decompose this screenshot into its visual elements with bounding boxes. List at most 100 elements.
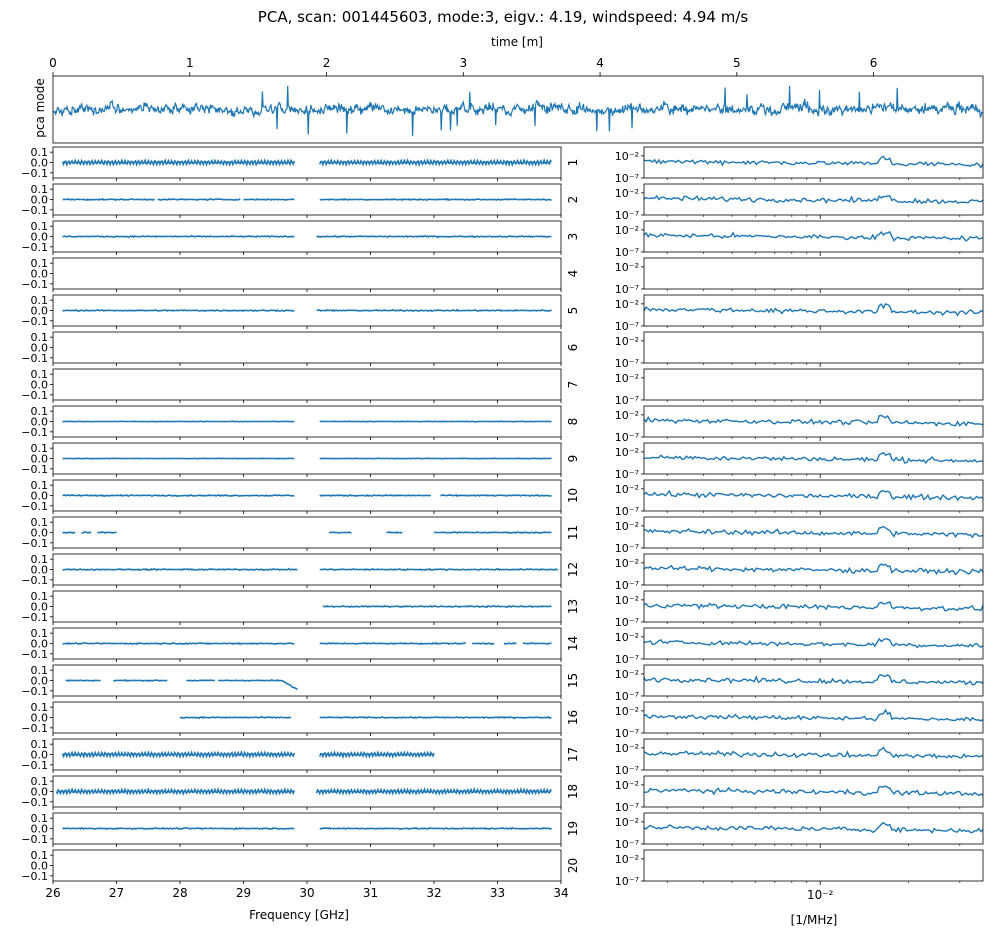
feed-label-11: 11 — [566, 525, 580, 540]
feed-label-18: 18 — [566, 784, 580, 799]
feed-14-segment — [522, 642, 552, 646]
top-series-line — [52, 85, 984, 137]
right-ytick-label: 10⁻⁷ — [615, 246, 639, 259]
left-ytick-label: 0.1 — [31, 294, 49, 307]
feed-label-9: 9 — [566, 455, 580, 463]
right-ytick-label: 10⁻² — [615, 853, 639, 866]
feed-2-segment — [157, 198, 241, 202]
left-ytick-label: 0.0 — [31, 712, 49, 725]
feed-3-segment — [316, 234, 552, 239]
feed-8-segment — [62, 420, 295, 423]
left-ytick-label: 0.1 — [31, 590, 49, 603]
right-ytick-label: 10⁻⁷ — [615, 394, 639, 407]
right-ytick-label: 10⁻⁷ — [615, 468, 639, 481]
feed-2-segment — [319, 197, 552, 202]
feed-20-frame — [52, 849, 562, 882]
spectrum-row-5: 10⁻² 10⁻⁷ — [615, 294, 984, 333]
left-ytick-label: 0.0 — [31, 490, 49, 503]
right-ytick-label: 10⁻⁷ — [615, 209, 639, 222]
feed-4-frame — [52, 257, 562, 290]
left-ytick-label: −0.1 — [21, 278, 48, 291]
left-ytick-label: 0.1 — [31, 849, 49, 862]
feed-row-16: 0.10.0−0.1 16 — [21, 701, 580, 736]
feed-label-3: 3 — [566, 233, 580, 241]
feed-16-segment — [180, 715, 292, 720]
feed-label-1: 1 — [566, 159, 580, 167]
feed-row-6: 0.10.0−0.1 6 — [21, 331, 580, 366]
left-xtick-label: 29 — [236, 886, 251, 900]
left-ytick-label: 0.1 — [31, 257, 49, 270]
feed-row-18: 0.10.0−0.1 18 — [21, 775, 580, 810]
left-ytick-label: −0.1 — [21, 574, 48, 587]
top-xtick-label: 1 — [186, 56, 194, 70]
right-ytick-label: 10⁻² — [615, 816, 639, 829]
feed-row-9: 0.10.0−0.1 9 — [21, 442, 580, 477]
feed-row-11: 0.10.0−0.1 11 — [21, 516, 580, 551]
top-frame — [52, 75, 984, 144]
left-ytick-label: 0.0 — [31, 157, 49, 170]
feed-row-1: 0.10.0−0.1 1 — [21, 146, 580, 181]
feed-row-5: 0.10.0−0.1 5 — [21, 294, 580, 329]
spectrum-1-line — [643, 155, 984, 169]
spectrum-1-frame — [643, 146, 984, 179]
right-ytick-label: 10⁻⁷ — [615, 320, 639, 333]
left-ytick-label: −0.1 — [21, 685, 48, 698]
left-ytick-label: −0.1 — [21, 833, 48, 846]
feed-label-12: 12 — [566, 562, 580, 577]
left-ytick-label: 0.0 — [31, 231, 49, 244]
feed-3-segment — [62, 234, 295, 239]
left-xlabel: Frequency [GHz] — [249, 908, 349, 922]
spectrum-3-line — [643, 230, 984, 242]
spectrum-11-frame — [643, 516, 984, 549]
feed-row-17: 0.10.0−0.1 17 — [21, 738, 580, 773]
left-ytick-label: 0.1 — [31, 812, 49, 825]
feed-row-13: 0.10.0−0.1 13 — [21, 590, 580, 625]
feed-15-segment — [186, 679, 216, 682]
left-ytick-label: 0.0 — [31, 749, 49, 762]
feed-label-19: 19 — [566, 821, 580, 836]
left-ytick-label: 0.0 — [31, 342, 49, 355]
right-ytick-label: 10⁻⁷ — [615, 690, 639, 703]
right-ytick-label: 10⁻² — [615, 520, 639, 533]
feed-label-6: 6 — [566, 344, 580, 352]
right-ytick-label: 10⁻⁷ — [615, 653, 639, 666]
spectrum-row-2: 10⁻² 10⁻⁷ — [615, 183, 984, 222]
feed-16-segment — [319, 715, 552, 720]
right-ytick-label: 10⁻⁷ — [615, 505, 639, 518]
feed-row-12: 0.10.0−0.1 12 — [21, 553, 580, 588]
feed-15-segment — [65, 679, 101, 683]
left-ytick-label: 0.0 — [31, 860, 49, 873]
feed-label-20: 20 — [566, 858, 580, 873]
feed-9-segment — [319, 457, 552, 460]
feed-5-segment — [316, 308, 552, 313]
left-xtick-label: 26 — [45, 886, 60, 900]
spectrum-row-10: 10⁻² 10⁻⁷ — [615, 479, 984, 518]
left-ytick-label: −0.1 — [21, 500, 48, 513]
right-ytick-label: 10⁻⁷ — [615, 727, 639, 740]
feed-1-segment — [318, 157, 553, 168]
spectrum-12-frame — [643, 553, 984, 586]
feed-row-19: 0.10.0−0.1 19 — [21, 812, 580, 847]
right-ytick-label: 10⁻² — [615, 705, 639, 718]
left-ytick-label: 0.1 — [31, 775, 49, 788]
spectrum-9-frame — [643, 442, 984, 475]
feed-label-10: 10 — [566, 488, 580, 503]
spectrum-10-frame — [643, 479, 984, 512]
right-ytick-label: 10⁻² — [615, 409, 639, 422]
feed-11-segment — [81, 531, 92, 534]
spectrum-7-frame — [643, 368, 984, 401]
spectrum-row-8: 10⁻² 10⁻⁷ — [615, 405, 984, 444]
right-ytick-label: 10⁻⁷ — [615, 579, 639, 592]
spectrum-17-frame — [643, 738, 984, 771]
feed-12-segment — [319, 567, 559, 572]
top-xtick-label: 6 — [870, 56, 878, 70]
feed-15-segment — [113, 678, 168, 682]
right-ytick-label: 10⁻⁷ — [615, 838, 639, 851]
right-ytick-label: 10⁻² — [615, 150, 639, 163]
right-ytick-label: 10⁻² — [615, 187, 639, 200]
feed-15-segment — [218, 679, 298, 691]
feed-label-15: 15 — [566, 673, 580, 688]
feed-11-segment — [97, 531, 117, 534]
feed-row-8: 0.10.0−0.1 8 — [21, 405, 580, 440]
spectrum-13-line — [643, 600, 984, 612]
